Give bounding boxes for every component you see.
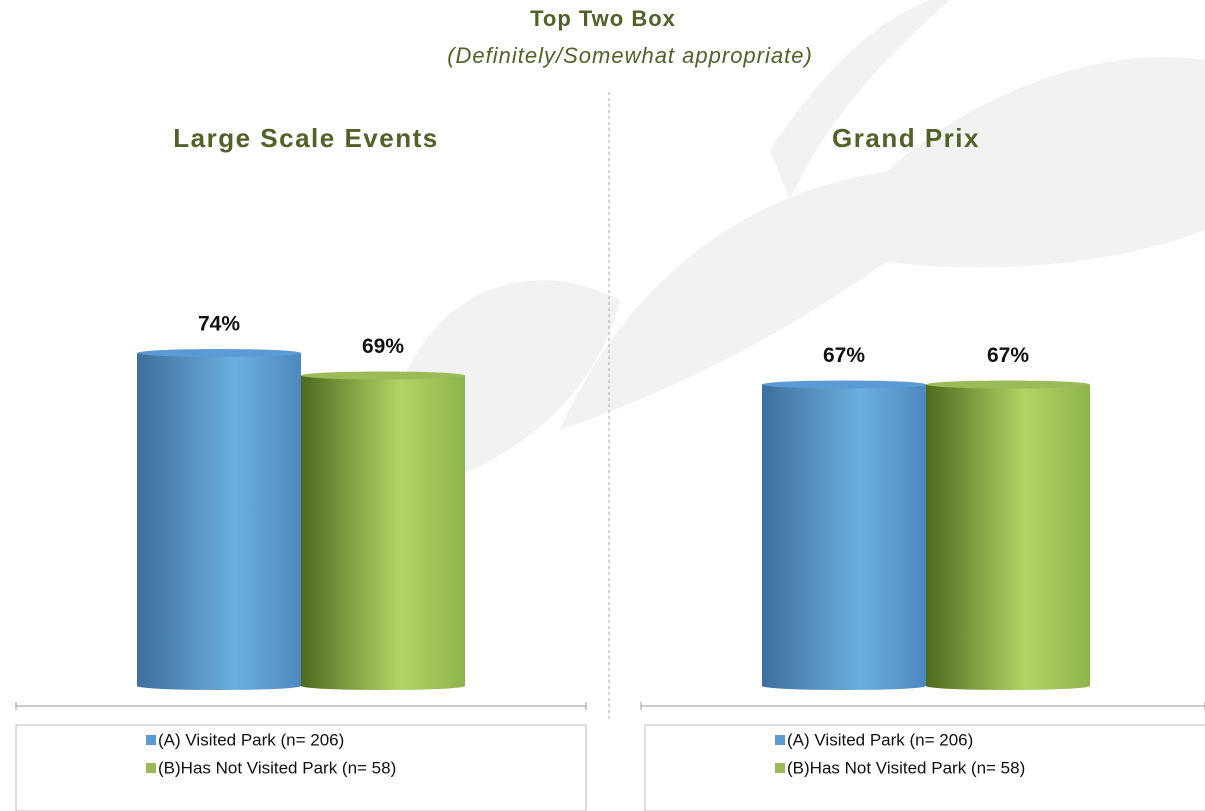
- value-label: 74%: [198, 313, 240, 336]
- bar: [301, 376, 465, 687]
- page-subtitle: (Definitely/Somewhat appropriate): [447, 43, 813, 68]
- legend-label: (A) Visited Park (n= 206): [787, 730, 973, 749]
- legend-swatch: [146, 763, 156, 773]
- bar-bottom: [762, 682, 926, 690]
- bar: [137, 353, 301, 686]
- chart-title: Grand Prix: [832, 123, 980, 153]
- value-label: 67%: [823, 344, 865, 367]
- bar-top: [137, 349, 301, 357]
- chart-title: Large Scale Events: [173, 123, 438, 153]
- value-label: 67%: [987, 344, 1029, 367]
- bar-bottom: [926, 682, 1090, 690]
- bar-top: [301, 372, 465, 380]
- legend-label: (A) Visited Park (n= 206): [158, 730, 344, 749]
- bar-top: [926, 381, 1090, 389]
- value-label: 69%: [362, 335, 404, 358]
- legend-swatch: [775, 735, 785, 745]
- bar-bottom: [137, 682, 301, 690]
- bar-top: [762, 381, 926, 389]
- legend-swatch: [146, 735, 156, 745]
- legend-swatch: [775, 763, 785, 773]
- bar: [762, 385, 926, 687]
- bar-bottom: [301, 682, 465, 690]
- legend-label: (B)Has Not Visited Park (n= 58): [787, 758, 1025, 777]
- page: Top Two Box (Definitely/Somewhat appropr…: [0, 0, 1205, 811]
- bar: [926, 385, 1090, 687]
- legend-label: (B)Has Not Visited Park (n= 58): [158, 758, 396, 777]
- page-title: Top Two Box: [530, 6, 676, 31]
